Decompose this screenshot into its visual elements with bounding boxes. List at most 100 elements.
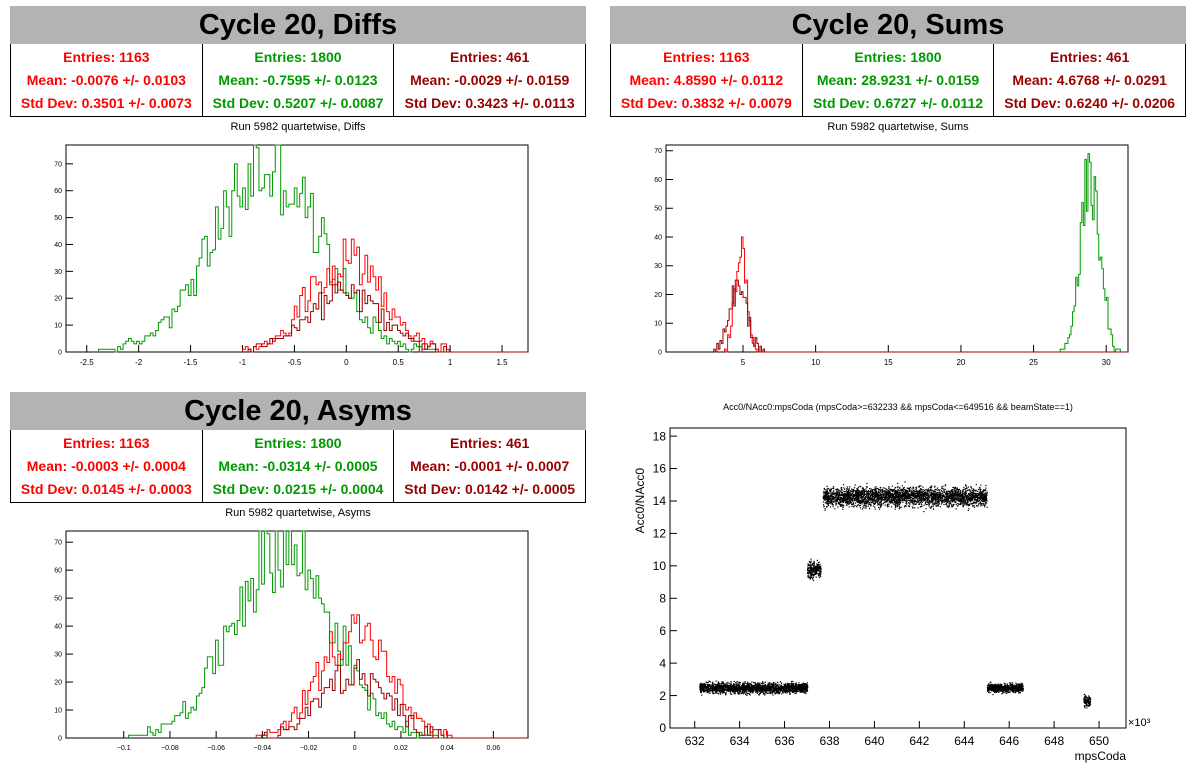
scatter-point: [852, 489, 854, 491]
scatter-point: [836, 490, 838, 492]
scatter-point: [880, 501, 882, 503]
scatter-point: [866, 491, 868, 493]
scatter-point: [970, 497, 972, 499]
scatter-point: [734, 686, 737, 688]
scatter-point: [801, 687, 803, 689]
scatter-point: [826, 500, 828, 502]
scatter-point: [735, 688, 737, 690]
scatter-point: [935, 490, 937, 493]
scatter-point: [833, 500, 835, 502]
scatter-point: [986, 493, 988, 495]
scatter-point: [704, 683, 706, 686]
scatter-point: [932, 493, 935, 495]
scatter-point: [895, 500, 897, 502]
scatter-point: [761, 689, 763, 691]
scatter-point: [923, 491, 925, 494]
scatter-point: [755, 691, 757, 693]
scatter-point: [841, 491, 843, 493]
scatter-point: [792, 688, 795, 690]
scatter-point: [897, 496, 899, 498]
scatter-point: [921, 488, 923, 491]
scatter-point: [790, 688, 792, 690]
scatter-point: [967, 509, 969, 512]
scatter-point: [763, 688, 766, 690]
scatter-point: [860, 493, 862, 495]
scatter-point: [984, 497, 986, 499]
scatter-point: [914, 494, 916, 496]
scatter-point: [739, 689, 741, 691]
scatter-point: [911, 500, 913, 502]
scatter-point: [809, 565, 811, 567]
scatter-point: [802, 685, 804, 687]
scatter-point: [766, 686, 768, 689]
scatter-point: [905, 489, 907, 491]
scatter-point: [785, 687, 787, 689]
scatter-point: [985, 498, 987, 501]
scatter-point: [926, 496, 928, 498]
scatter-point: [768, 684, 770, 686]
scatter-point: [788, 686, 790, 689]
scatter-point: [757, 682, 759, 684]
scatter-point: [881, 489, 883, 491]
scatter-point: [963, 486, 965, 488]
scatter-point: [896, 499, 898, 501]
scatter-point: [905, 504, 907, 507]
scatter-point: [870, 503, 872, 505]
scatter-point: [856, 489, 859, 491]
scatter-point: [946, 492, 948, 494]
scatter-point: [911, 488, 913, 490]
scatter-point: [871, 499, 873, 501]
scatter-point: [763, 685, 765, 687]
scatter-point: [759, 692, 761, 695]
scatter-point: [699, 688, 701, 690]
scatter-point: [981, 498, 983, 500]
scatter-point: [972, 490, 974, 492]
scatter-point: [733, 687, 735, 689]
scatter-point: [877, 502, 879, 505]
scatter-point: [831, 499, 833, 501]
scatter-point: [738, 681, 740, 683]
scatter-point: [959, 501, 961, 503]
scatter-point: [960, 497, 962, 499]
scatter-point: [823, 488, 825, 490]
scatter-point: [723, 691, 726, 694]
scatter-point: [975, 496, 977, 499]
scatter-point: [709, 681, 711, 683]
stat-entries: Entries: 1800: [854, 49, 942, 66]
scatter-point: [787, 688, 790, 690]
scatter-point: [805, 688, 807, 690]
stat-entries: Entries: 1163: [63, 435, 150, 452]
scatter-point: [901, 497, 903, 499]
scatter-point: [762, 685, 765, 688]
scatter-point: [885, 496, 887, 499]
scatter-point: [941, 490, 943, 492]
scatter-point: [914, 501, 916, 503]
scatter-point: [867, 490, 870, 492]
scatter-point: [871, 498, 873, 500]
scatter-point: [904, 496, 906, 498]
scatter-point: [725, 682, 727, 684]
scatter-point: [700, 688, 702, 691]
scatter-point: [955, 491, 957, 493]
scatter-point: [865, 493, 867, 495]
scatter-point: [846, 488, 848, 490]
scatter-point: [749, 689, 751, 691]
stat-std: Std Dev: 0.5207 +/- 0.0087: [212, 94, 384, 111]
scatter-point: [939, 499, 941, 501]
scatter-point: [791, 685, 793, 687]
scatter-point: [971, 494, 973, 497]
scatter-point: [917, 486, 919, 488]
scatter-point: [842, 508, 844, 510]
scatter-point: [841, 487, 843, 489]
scatter-point: [911, 496, 913, 499]
scatter-point: [808, 570, 810, 572]
scatter-point: [986, 498, 988, 500]
scatter-point: [815, 571, 817, 573]
scatter-point: [858, 498, 860, 500]
scatter-point: [838, 503, 840, 505]
scatter-point: [747, 683, 750, 685]
scatter-point: [940, 494, 942, 496]
scatter-point: [875, 501, 877, 503]
scatter-point: [803, 687, 805, 690]
scatter-point: [870, 501, 873, 504]
